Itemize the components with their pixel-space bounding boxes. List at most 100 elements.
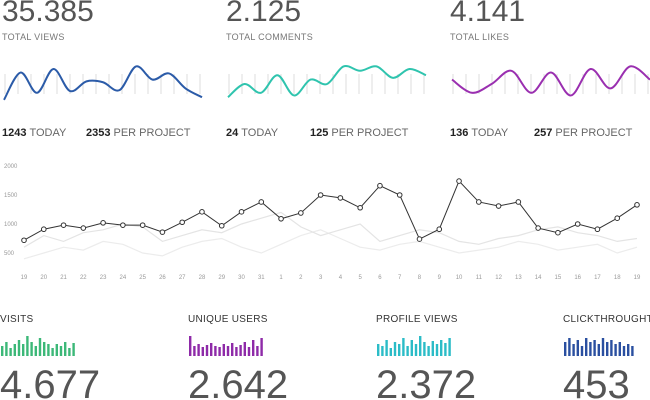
x-tick-label: 23 [100,275,107,281]
metric-bar [601,338,605,356]
metric-bar [568,338,571,356]
data-point [199,209,205,215]
per-project-value: 125 [310,127,328,139]
sparkline [3,65,203,101]
metric-bar [448,338,451,356]
metric-bar [210,343,213,356]
metric-bar [610,340,613,356]
per-project-label: PER PROJECT [555,127,632,139]
today-label: TODAY [29,127,67,139]
metric-bar [51,348,54,356]
metric-bar [34,346,37,356]
x-tick-label: 14 [535,275,542,281]
metric-bar [593,340,596,356]
metric-bar [410,340,413,356]
y-tick-label: 500 [4,251,15,257]
today-value: 1243 [2,127,26,139]
data-point [555,229,561,236]
x-tick-label: 13 [515,275,522,281]
metric-bar [597,344,600,356]
metric-bar [381,346,384,356]
metric-label: PROFILE VIEWS [376,314,458,325]
today-value: 136 [450,127,468,139]
metric-bar [423,342,426,356]
x-tick-label: 27 [179,275,186,281]
data-point [535,225,541,231]
y-tick-label: 1000 [4,222,18,228]
data-point [476,199,482,205]
metric-bar [622,346,626,356]
today-label: TODAY [241,127,279,139]
metric-bar [38,338,42,356]
metric-bar [431,341,434,356]
data-point [218,222,225,229]
x-tick-label: 9 [438,275,442,281]
metric-bar [201,347,204,356]
x-tick-label: 19 [634,275,641,281]
x-tick-label: 26 [159,275,166,281]
data-point [337,195,344,201]
metric-bar [444,343,447,356]
metric-bar [47,344,50,356]
metric-value: 453 [563,363,630,400]
sparkline [227,64,427,98]
metric-bar [585,338,588,356]
metric-bar [193,346,196,356]
x-tick-label: 4 [339,275,343,281]
x-tick-label: 20 [40,275,47,281]
metric-bar [564,342,567,356]
per-project-label: PER PROJECT [331,127,408,139]
data-point [634,202,640,208]
data-point [515,199,522,205]
line-series [23,211,638,248]
x-tick-label: 17 [594,275,601,281]
metric-bar [402,338,405,356]
per-project-value: 257 [534,127,552,139]
stat-value: 4.141 [450,0,525,28]
metric-label: UNIQUE USERS [188,314,268,325]
x-tick-label: 1 [279,275,283,281]
metric-bar [68,348,71,356]
x-tick-label: 16 [574,275,581,281]
x-tick-label: 2 [299,275,303,281]
x-tick-label: 7 [398,275,402,281]
metric-bar [252,340,255,356]
metric-bar [218,347,221,356]
metric-bar [222,344,225,356]
data-point [60,222,67,228]
metric-bar [30,342,33,356]
x-tick-label: 25 [139,275,146,281]
metric-bar [214,346,217,356]
metric-bar [385,340,388,356]
x-tick-label: 8 [418,275,422,281]
y-tick-label: 1500 [4,193,18,199]
x-tick-label: 21 [60,275,67,281]
metric-bar [243,342,246,356]
x-tick-label: 19 [21,275,28,281]
data-point [456,178,462,184]
x-tick-label: 18 [614,275,621,281]
metric-bar [435,344,439,356]
x-tick-label: 30 [238,275,245,281]
metric-bar [580,346,584,356]
metric-bar [205,345,209,356]
data-point [100,220,106,226]
data-point [317,192,324,198]
line-series [23,229,638,260]
stat-label: TOTAL VIEWS [2,32,65,42]
metric-bar [189,336,192,356]
metric-bar [589,342,592,356]
per-project-label: PER PROJECT [113,127,190,139]
metric-bar [13,344,16,356]
data-point [139,222,146,228]
metric-bar [614,344,617,356]
metric-value: 2.372 [376,363,476,400]
metric-bar [631,346,634,356]
x-tick-label: 29 [218,275,225,281]
metric-bar [406,346,409,356]
stat-label: TOTAL LIKES [450,32,509,42]
stat-value: 35.385 [2,0,94,28]
x-tick-label: 31 [258,275,265,281]
metric-bar [55,344,58,356]
